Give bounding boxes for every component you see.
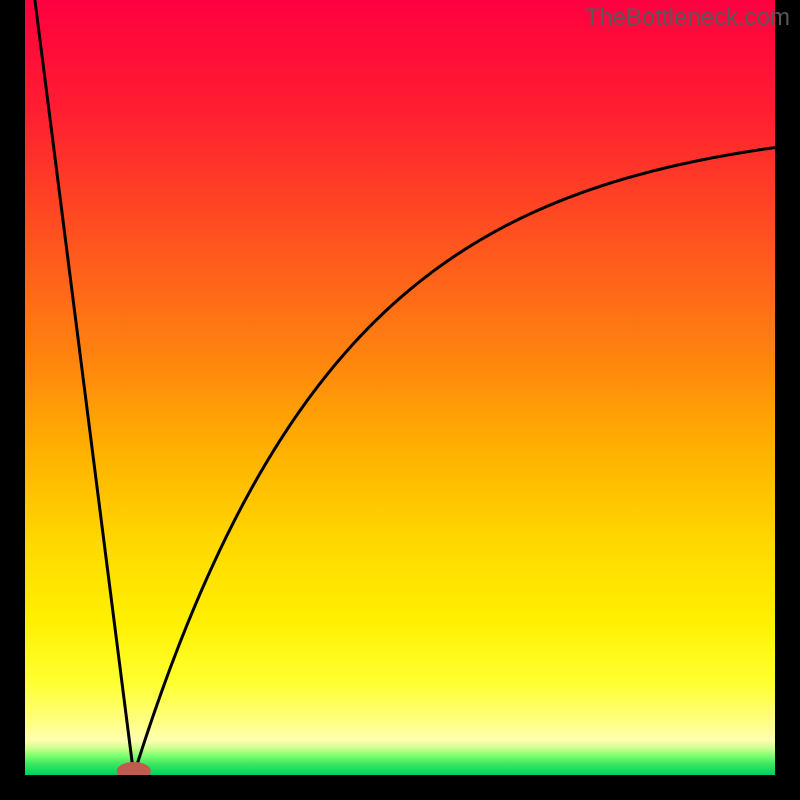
frame-bottom	[0, 775, 800, 800]
bottleneck-chart	[0, 0, 800, 800]
gradient-background	[25, 0, 775, 775]
chart-container: TheBottleneck.com	[0, 0, 800, 800]
frame-left	[0, 0, 25, 800]
watermark-text: TheBottleneck.com	[585, 4, 790, 32]
frame-right	[775, 0, 800, 800]
